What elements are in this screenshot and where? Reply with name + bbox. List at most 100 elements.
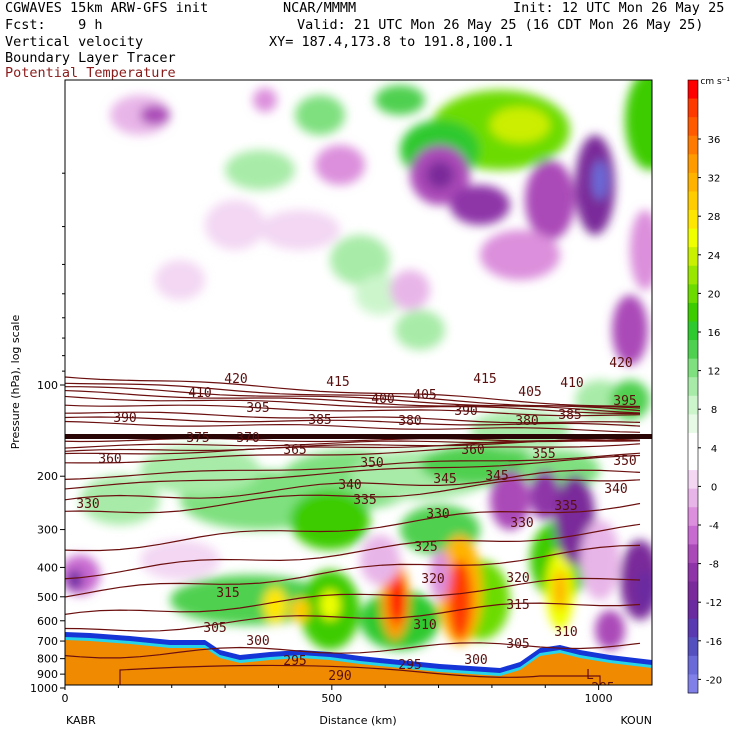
colorbar-swatch (688, 525, 698, 545)
theta-contour-label: 330 (76, 497, 99, 512)
theta-contour-label: 385 (558, 408, 581, 423)
theta-contour-line (65, 411, 641, 424)
theta-contour-label: 365 (283, 443, 306, 458)
velocity-cell (480, 230, 560, 280)
theta-contour-line (65, 642, 641, 659)
velocity-cell (395, 310, 445, 350)
theta-contour-label: 330 (426, 507, 449, 522)
velocity-cell (225, 150, 295, 190)
theta-contour-label: 310 (554, 625, 577, 640)
valid-time: Valid: 21 UTC Mon 26 May 25 (16 CDT Mon … (297, 17, 704, 33)
colorbar-frame (687, 79, 699, 694)
cross-section-endpoints: XY= 187.4,173.8 to 191.8,100.1 (269, 34, 513, 50)
velocity-cell (205, 200, 265, 250)
colorbar-swatch (688, 432, 698, 452)
theta-contour-label: 420 (609, 356, 632, 371)
x-axis-title: Distance (km) (319, 714, 396, 727)
velocity-cell (253, 88, 277, 112)
colorbar-swatch (688, 172, 698, 192)
theta-contour-label: 305 (506, 637, 529, 652)
velocity-cell (389, 575, 405, 625)
y-tick-label: 700 (37, 635, 58, 648)
theta-contour-line (65, 376, 641, 408)
left-station-label: KABR (66, 714, 96, 727)
velocity-cell (260, 210, 340, 250)
colorbar-swatch (688, 581, 698, 601)
colorbar-label: 20 (708, 289, 721, 300)
tropopause-band (65, 434, 652, 439)
theta-contour-line (65, 420, 641, 433)
theta-contour-label: 415 (326, 375, 349, 390)
theta-contour-label: 335 (554, 499, 577, 514)
velocity-cell (140, 540, 220, 580)
theta-contour-line (65, 389, 641, 414)
velocity-cell (330, 235, 390, 285)
theta-contour-label: 295 (398, 658, 421, 673)
theta-contour-line (65, 544, 641, 598)
colorbar-label: 8 (711, 405, 717, 416)
theta-contour-label: 380 (398, 414, 421, 429)
theta-contour-label: 350 (360, 456, 383, 471)
theta-contour-label: 295 (283, 654, 306, 669)
velocity-cell (630, 210, 652, 290)
colorbar-swatch (688, 655, 698, 675)
theta-contour-label: 395 (246, 401, 269, 416)
colorbar-label: 24 (708, 251, 721, 262)
field-potential-temperature: Potential Temperature (5, 65, 176, 81)
colorbar-swatch (688, 284, 698, 304)
colorbar-swatch (688, 340, 698, 360)
colorbar-label: -12 (706, 598, 722, 609)
terrain-low-label: L (586, 668, 594, 683)
theta-contour-label: 400 (371, 392, 394, 407)
colorbar-label: -20 (706, 675, 722, 686)
theta-contour-line (65, 602, 641, 632)
theta-contour-label: 405 (518, 385, 541, 400)
y-tick-label: 100 (37, 379, 58, 392)
velocity-cell (295, 95, 345, 135)
theta-contour-line (65, 452, 641, 480)
colorbar-swatch (688, 302, 698, 322)
colorbar-label: 28 (708, 212, 721, 223)
theta-contour-line (65, 469, 641, 501)
theta-contour-label: 325 (414, 540, 437, 555)
theta-contour-line (65, 404, 641, 417)
field-vertical-velocity: Vertical velocity (5, 34, 144, 50)
theta-contour-label: 410 (560, 376, 583, 391)
velocity-cell (625, 80, 652, 170)
theta-contour-label: 330 (510, 516, 533, 531)
x-tick-label: 1000 (585, 692, 613, 705)
theta-contour-label: 315 (506, 598, 529, 613)
theta-contour-label: 320 (506, 571, 529, 586)
theta-contour-label: 290 (328, 669, 351, 684)
theta-contour-line (65, 523, 641, 580)
right-station-label: KOUN (620, 714, 652, 727)
plot-frame (64, 79, 653, 686)
y-tick-label: 600 (37, 615, 58, 628)
velocity-cell (592, 160, 608, 200)
y-tick-label: 200 (37, 470, 58, 483)
velocity-cell (140, 105, 170, 125)
velocity-cell (595, 610, 625, 650)
theta-contour-line (65, 416, 641, 427)
velocity-cell (490, 470, 530, 530)
velocity-cell (67, 570, 83, 590)
theta-contour-line (65, 454, 641, 490)
colorbar-swatch (688, 470, 698, 490)
velocity-cell (140, 445, 260, 495)
colorbar-label: -4 (709, 521, 719, 532)
y-tick-label: 900 (37, 668, 58, 681)
colorbar-label: 12 (708, 367, 721, 378)
velocity-cell (290, 490, 370, 550)
theta-contour-label: 295 (591, 681, 614, 696)
velocity-cell (390, 270, 430, 310)
colorbar-swatch (688, 618, 698, 638)
theta-contour-line (65, 437, 641, 443)
colorbar-swatch (688, 117, 698, 137)
colorbar-swatch (688, 135, 698, 155)
theta-contour-label: 415 (473, 372, 496, 387)
colorbar-swatch (688, 321, 698, 341)
theta-contour-line (65, 382, 641, 409)
theta-contour-label: 355 (532, 447, 555, 462)
boundary-layer-terrain (65, 640, 652, 685)
velocity-cell (315, 145, 365, 185)
